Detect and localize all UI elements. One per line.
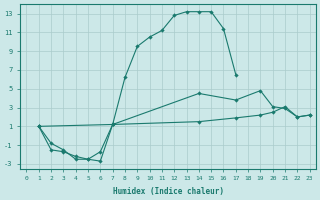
X-axis label: Humidex (Indice chaleur): Humidex (Indice chaleur): [113, 187, 224, 196]
